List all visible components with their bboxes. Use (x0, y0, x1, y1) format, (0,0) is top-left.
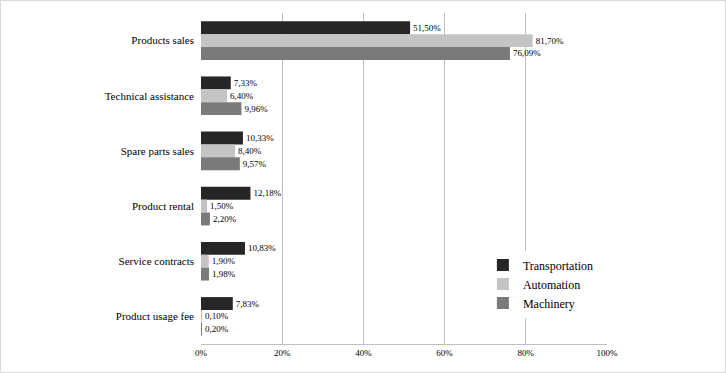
svg-text:80%: 80% (518, 348, 535, 358)
svg-text:1,90%: 1,90% (212, 256, 236, 266)
svg-text:Product usage fee: Product usage fee (116, 310, 194, 322)
svg-text:1,50%: 1,50% (210, 201, 234, 211)
svg-text:9,57%: 9,57% (243, 159, 267, 169)
svg-text:20%: 20% (274, 348, 291, 358)
svg-text:Machinery: Machinery (523, 297, 575, 311)
svg-text:Service contracts: Service contracts (119, 255, 194, 267)
svg-text:100%: 100% (597, 348, 619, 358)
svg-text:2,20%: 2,20% (213, 214, 237, 224)
svg-text:8,40%: 8,40% (238, 146, 262, 156)
svg-text:10,83%: 10,83% (248, 243, 276, 253)
svg-text:Automation: Automation (523, 278, 580, 292)
svg-text:12,18%: 12,18% (253, 188, 281, 198)
svg-text:7,83%: 7,83% (236, 299, 260, 309)
svg-text:9,96%: 9,96% (244, 104, 268, 114)
svg-text:0%: 0% (195, 348, 208, 358)
svg-text:Technical assistance: Technical assistance (105, 90, 194, 102)
svg-text:1,98%: 1,98% (212, 269, 236, 279)
svg-text:Spare parts sales: Spare parts sales (121, 145, 194, 157)
svg-text:40%: 40% (355, 348, 372, 358)
svg-text:81,70%: 81,70% (536, 36, 564, 46)
svg-text:76,09%: 76,09% (513, 48, 541, 58)
svg-text:Products sales: Products sales (131, 34, 194, 46)
svg-text:10,33%: 10,33% (246, 133, 274, 143)
svg-text:0,10%: 0,10% (205, 311, 229, 321)
svg-text:7,33%: 7,33% (234, 78, 258, 88)
svg-text:60%: 60% (436, 348, 453, 358)
svg-text:6,40%: 6,40% (230, 91, 254, 101)
svg-text:Transportation: Transportation (523, 259, 593, 273)
svg-text:Product rental: Product rental (132, 200, 194, 212)
svg-text:0,20%: 0,20% (205, 324, 229, 334)
svg-text:51,50%: 51,50% (413, 23, 441, 33)
